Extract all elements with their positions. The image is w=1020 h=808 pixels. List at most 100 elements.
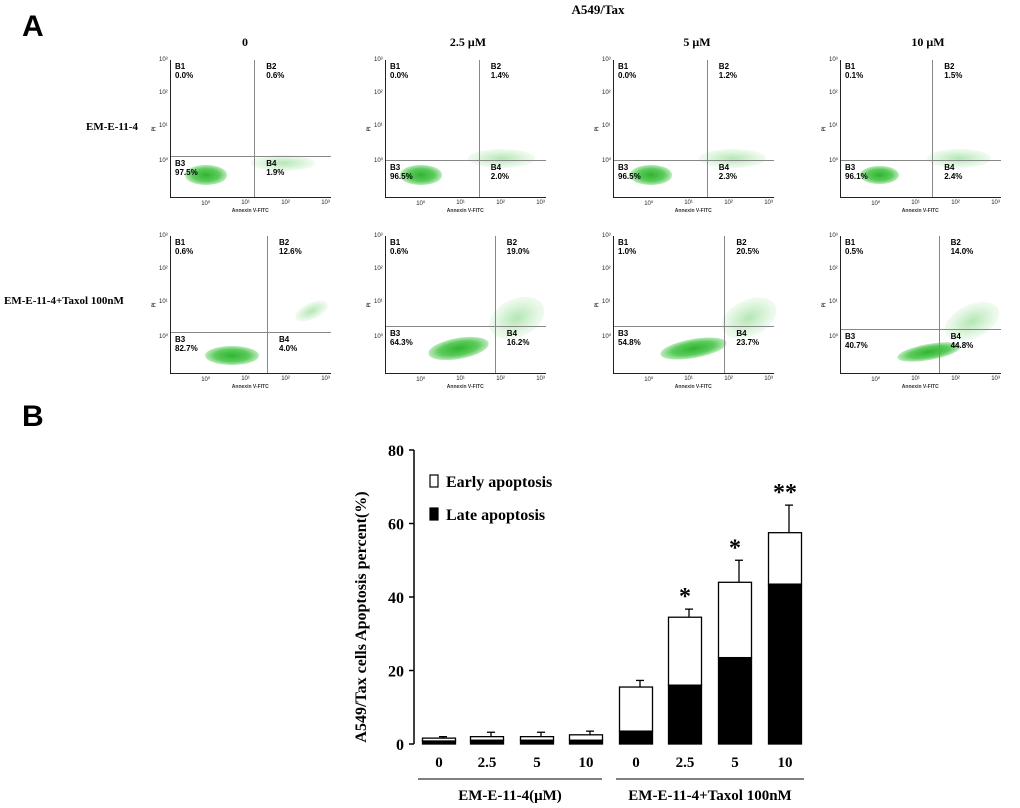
y-tick-label: 10¹ (829, 122, 838, 129)
quadrant-label-b4: B4 2.0% (490, 163, 510, 181)
dot-plot: B1 0.6% B2 19.0% B3 64.3% B4 16.2% 10⁰ 10¹ 10²… (366, 233, 552, 390)
x-tick-label: 10¹ (684, 376, 693, 382)
quadrant-label-b4: B4 2.4% (944, 163, 963, 181)
x-tick-label: 10⁰ (644, 377, 654, 383)
quadrant-label-b2: B2 1.5% (944, 62, 963, 80)
quadrant-gate-horizontal (386, 326, 546, 328)
quadrant-label-b4: B4 16.2% (506, 329, 530, 348)
y-tick-label: 10³ (374, 57, 383, 63)
bar-late-apoptosis (469, 739, 505, 745)
y-tick-label: 10³ (602, 233, 611, 239)
y-tick-label: 10¹ (159, 122, 168, 129)
legend-swatch-late (429, 507, 439, 521)
x-tick-label: 0 (435, 755, 443, 771)
quadrant-gate-horizontal (841, 329, 1001, 331)
quadrant-gate-vertical (932, 60, 934, 197)
bar-early-apoptosis (568, 734, 604, 741)
y-tick-label: 10³ (159, 57, 168, 63)
cell-population-cloud (400, 165, 442, 185)
y-tick-label: 10² (602, 265, 611, 272)
quadrant-label-b2: B2 1.2% (718, 62, 738, 80)
bar-late-apoptosis (421, 740, 457, 745)
y-tick-label: 10⁰ (602, 334, 612, 340)
quadrant-label-b3: B3 64.3% (390, 329, 413, 348)
bar-late-apoptosis (667, 684, 703, 745)
x-tick-label: 10³ (321, 376, 330, 382)
cell-population-cloud (204, 345, 259, 365)
x-tick-label: 10² (951, 200, 960, 206)
quadrant-label-b3: B3 82.7% (175, 334, 198, 353)
significance-marker: * (729, 535, 741, 561)
quadrant-label-b4: B4 44.8% (950, 332, 974, 351)
quadrant-label-b2: B2 12.6% (279, 238, 302, 256)
bar-early-apoptosis (717, 581, 753, 659)
y-tick-label: 10⁰ (602, 158, 612, 164)
x-tick-label: 5 (533, 755, 541, 771)
event-scatter-tail (698, 149, 766, 169)
quadrant-label-b1: B1 0.1% (845, 62, 864, 80)
quadrant-gate-horizontal (171, 155, 331, 157)
quadrant-label-b2: B2 1.4% (490, 62, 510, 80)
quadrant-label-b4: B4 23.7% (736, 329, 760, 348)
y-tick-label: 10¹ (374, 298, 383, 305)
y-tick-label: 10⁰ (829, 334, 839, 340)
quadrant-label-b3: B3 40.7% (845, 332, 868, 351)
y-tick-label: 10⁰ (374, 334, 384, 340)
y-tick-label: 10² (159, 265, 168, 272)
y-tick-label: 10² (374, 89, 383, 96)
y-tick-label: 10³ (829, 57, 838, 63)
x-tick-label: 0 (632, 755, 640, 771)
x-axis-label: Annexin V-FITC (674, 208, 712, 214)
x-tick-label: 10¹ (241, 376, 250, 382)
quadrant-label-b1: B1 0.0% (175, 62, 194, 80)
x-tick-label: 10¹ (456, 200, 465, 206)
panel-a-letter: A (22, 10, 44, 43)
quadrant-label-b1: B1 1.0% (618, 238, 637, 256)
bar-late-apoptosis (568, 739, 604, 745)
x-tick-label: 2.5 (676, 755, 695, 771)
quadrant-label-b3: B3 96.5% (390, 163, 413, 181)
x-tick-label: 10⁰ (871, 201, 881, 207)
y-tick-label: 10³ (374, 233, 383, 239)
quadrant-gate-vertical (478, 60, 480, 197)
x-tick-label: 10³ (321, 200, 330, 206)
x-tick-label: 10⁰ (644, 201, 654, 207)
x-tick-label: 10 (778, 755, 793, 771)
cell-population-cloud (630, 165, 672, 185)
quadrant-label-b2: B2 19.0% (506, 238, 530, 256)
y-tick-label: 10¹ (159, 298, 168, 305)
event-scatter-tail (927, 149, 992, 169)
dot-plot: B1 0.0% B2 0.6% B3 97.5% B4 1.9% 10⁰ 10¹ 10² 10… (151, 57, 331, 214)
quadrant-gate-vertical (494, 236, 496, 373)
column-header-0: 0 (242, 35, 248, 49)
y-axis-label: A549/Tax cells Apoptosis percent(%) (353, 491, 370, 742)
x-tick-label: 10² (951, 376, 960, 382)
x-tick-label: 10² (724, 376, 733, 382)
quadrant-label-b3: B3 96.5% (618, 163, 641, 181)
y-tick-label: 10⁰ (159, 158, 169, 164)
x-tick-label: 10² (496, 200, 505, 206)
significance-marker: ** (773, 480, 797, 506)
group-label: EM-E-11-4(μM) (458, 788, 561, 804)
panel-b-letter: B (22, 400, 44, 433)
x-axis-label: Annexin V-FITC (901, 384, 939, 390)
quadrant-gate-horizontal (614, 326, 774, 328)
group-label: EM-E-11-4+Taxol 100nM (628, 788, 791, 804)
bar-early-apoptosis (618, 686, 654, 732)
quadrant-gate-vertical (724, 236, 726, 373)
bar-late-apoptosis (618, 730, 654, 745)
y-tick-label: 10¹ (374, 122, 383, 129)
row-label-1: EM-E-11-4+Taxol 100nM (4, 295, 124, 307)
y-tick-label: 10⁰ (829, 158, 839, 164)
quadrant-label-b1: B1 0.6% (175, 238, 194, 256)
x-tick-label: 10² (281, 376, 290, 382)
bar-late-apoptosis (519, 739, 555, 745)
event-scatter-tail (467, 149, 535, 169)
quadrant-gate-horizontal (171, 331, 331, 333)
y-tick-label: 80 (388, 443, 404, 460)
x-axis-label: Annexin V-FITC (446, 208, 484, 214)
x-tick-label: 10³ (764, 376, 773, 382)
y-tick-label: 40 (388, 590, 404, 607)
dot-plot: B1 0.0% B2 1.2% B3 96.5% B4 2.3% 10⁰ 10¹ 10² 10… (594, 57, 774, 214)
